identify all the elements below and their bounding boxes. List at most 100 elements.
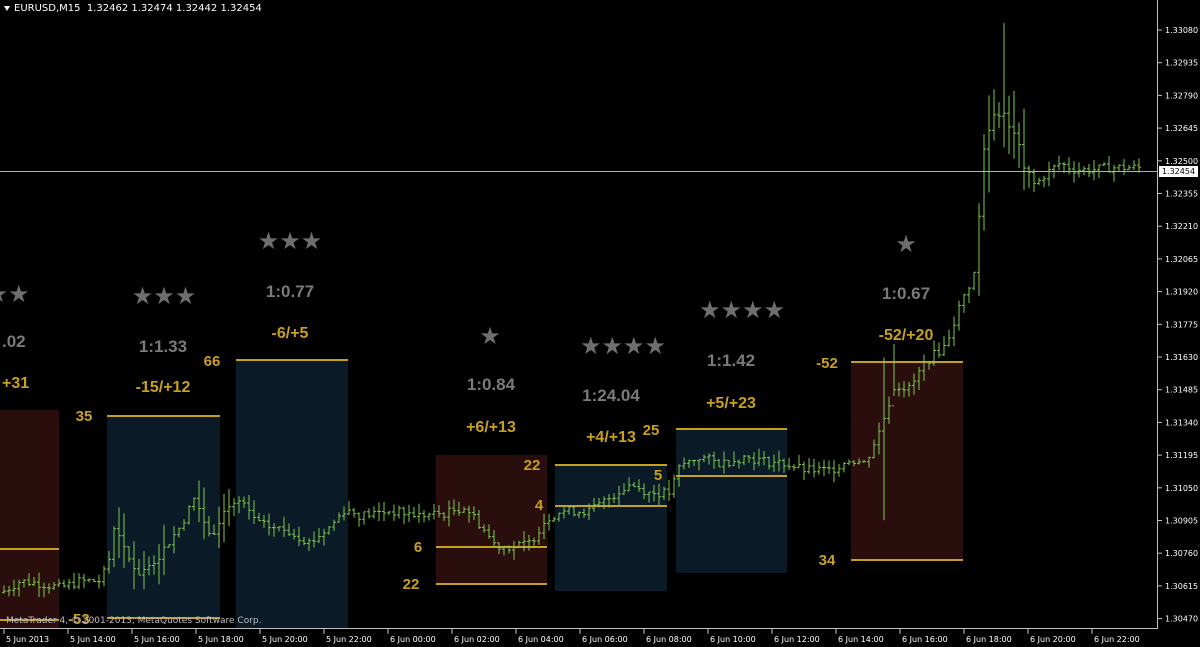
candle-bar [37, 572, 41, 598]
candle-bar [732, 451, 736, 467]
candle-bar [412, 506, 416, 519]
candle-bar [497, 542, 501, 555]
candle-bar [507, 545, 511, 554]
candle-bar [812, 458, 816, 478]
candle-bar [177, 527, 181, 538]
time-label: 6 Jun 16:00 [902, 635, 948, 644]
time-label: 6 Jun 02:00 [454, 635, 500, 644]
candle-bar [687, 459, 691, 468]
rating-stars-icon: ★★★ [258, 227, 323, 255]
chart-header: EURUSD,M15 1.32462 1.32474 1.32442 1.324… [4, 3, 262, 14]
candle-bar [617, 485, 621, 506]
candle-bar [352, 507, 356, 518]
risk-reward-ratio: 1:0.77 [266, 282, 314, 301]
candle-bar [1112, 164, 1116, 182]
candle-bar [102, 565, 106, 587]
time-label: 5 Jun 16:00 [134, 635, 180, 644]
candle-bar [217, 506, 221, 548]
candle-bar [722, 451, 726, 474]
candle-bar [157, 544, 161, 585]
setup-box-5 [555, 465, 667, 591]
candle-bar [492, 529, 496, 548]
candle-bar [647, 491, 651, 503]
price-label: 1.32210 [1165, 222, 1198, 231]
candle-bar [922, 354, 926, 381]
candle-bar [427, 512, 431, 521]
price-label: 1.32645 [1165, 124, 1198, 133]
candle-bar [117, 507, 121, 558]
candle-bar [1047, 161, 1051, 187]
candle-bar [132, 541, 136, 590]
candle-bar [287, 523, 291, 536]
candle-bar [662, 486, 666, 500]
candle-bar [1077, 162, 1081, 178]
candle-bar [717, 458, 721, 468]
candle-bar [607, 494, 611, 508]
candle-bar [212, 524, 216, 535]
rating-stars-icon: ★★★★ [580, 332, 666, 360]
candle-bar [487, 524, 491, 539]
candle-bar [57, 578, 61, 588]
price-label: 1.31920 [1165, 288, 1198, 297]
candle-bar [907, 381, 911, 397]
candle-bar [1007, 95, 1011, 155]
candle-bar [1012, 90, 1016, 159]
candle-bar [742, 454, 746, 466]
candle-bar [752, 452, 756, 471]
candle-bar [1082, 166, 1086, 176]
candle-bar [882, 357, 886, 521]
candle-bar [207, 515, 211, 537]
price-label: 1.32935 [1165, 59, 1198, 68]
candle-bar [557, 512, 561, 522]
risk-reward-ratio: 1:0.84 [467, 375, 516, 394]
candle-bar [282, 516, 286, 538]
candle-bar [357, 512, 361, 527]
candle-bar [277, 526, 281, 532]
candle-bar [367, 508, 371, 519]
candle-bar [247, 495, 251, 520]
candle-bar [772, 454, 776, 473]
candle-bar [127, 546, 131, 563]
candle-bar [602, 496, 606, 510]
candle-bar [937, 342, 941, 358]
dropdown-triangle-icon[interactable] [4, 5, 10, 11]
time-label: 5 Jun 22:00 [326, 635, 372, 644]
candle-bar [67, 578, 71, 590]
time-label: 5 Jun 2013 [6, 635, 49, 644]
price-label: 1.31050 [1165, 484, 1198, 493]
setup-box-3 [236, 360, 348, 629]
candle-bar [92, 578, 96, 583]
candle-bar [517, 540, 521, 549]
time-label: 6 Jun 12:00 [774, 635, 820, 644]
candle-bar [62, 579, 66, 588]
candle-bar [317, 528, 321, 544]
candle-bar [942, 336, 946, 356]
candle-bar [542, 513, 546, 540]
candle-bar [747, 455, 751, 463]
candle-bar [417, 503, 421, 523]
candle-bar [27, 573, 31, 587]
candle-bar [862, 459, 866, 463]
candle-bar [422, 510, 426, 523]
candle-bar [877, 422, 881, 455]
candle-bar [992, 89, 996, 141]
candle-bar [437, 505, 441, 518]
candle-bar [322, 528, 326, 546]
candle-bar [162, 524, 166, 576]
candle-bar [467, 505, 471, 523]
candle-bar [2, 585, 6, 594]
candle-bar [272, 523, 276, 537]
candle-bar [552, 516, 556, 523]
candle-bar [827, 460, 831, 475]
candle-bar [927, 360, 931, 370]
candle-bar [182, 519, 186, 531]
candle-bar [512, 540, 516, 560]
candle-bar [222, 493, 226, 543]
candle-bar [342, 506, 346, 521]
candle-bar [292, 528, 296, 540]
candle-bar [757, 448, 761, 467]
copyright-notice: MetaTrader 4, © 2001-2013, MetaQuotes So… [6, 616, 262, 626]
trade-result: +5/+23 [706, 395, 756, 412]
